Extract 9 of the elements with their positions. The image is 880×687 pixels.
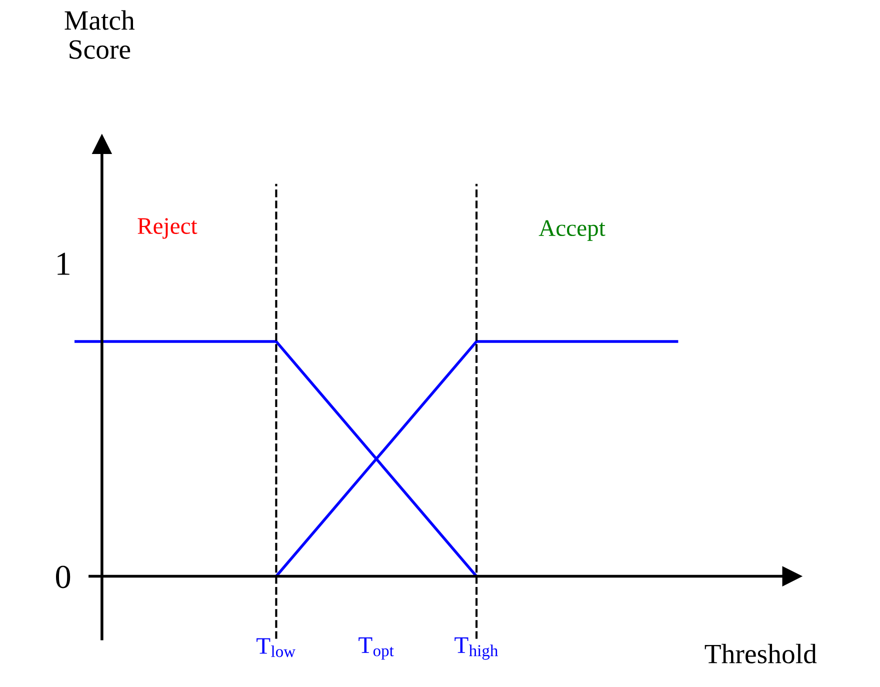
annotation: Reject xyxy=(138,218,198,239)
x-tick-label: T$_{high}$ xyxy=(454,637,498,660)
x-tick-label: T$_{opt}$ xyxy=(358,637,394,660)
x-axis-title: Threshold xyxy=(704,644,817,664)
y-axis-title: Match Score xyxy=(64,10,135,59)
y-tick-label: 1 xyxy=(58,252,70,275)
y-tick-label: 0 xyxy=(56,566,70,588)
annotation: Accept xyxy=(538,220,606,241)
x-tick-label: T$_{low}$ xyxy=(256,638,296,658)
